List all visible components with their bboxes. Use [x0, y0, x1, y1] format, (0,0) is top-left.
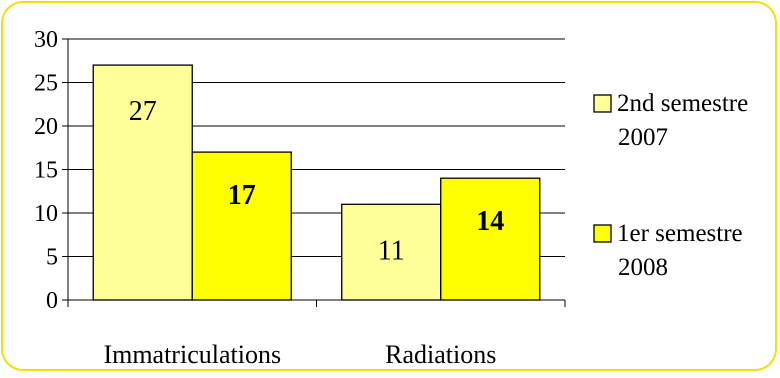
legend: 2nd semestre 2007 1er semestre 2008 — [593, 90, 748, 281]
legend-label: 1er semestre — [617, 220, 743, 247]
y-tick-label: 10 — [34, 201, 58, 227]
data-label: 27 — [129, 96, 157, 127]
data-label: 17 — [228, 180, 256, 211]
data-label: 14 — [476, 206, 504, 237]
bars — [92, 64, 541, 301]
bar — [191, 151, 292, 301]
y-tick-label: 20 — [34, 114, 58, 140]
y-tick-label: 5 — [46, 245, 58, 271]
labels: 0 5 10 15 20 25 30 27 17 Immatriculations 11 14 Radi… — [34, 27, 504, 369]
y-tick-label: 0 — [46, 288, 58, 314]
legend-swatch — [593, 94, 612, 113]
x-category-label: Radiations — [385, 340, 496, 369]
bar — [440, 177, 541, 301]
legend-label: 2nd semestre — [617, 90, 748, 117]
chart-frame: 0 5 10 15 20 25 30 27 17 Immatriculations 11 14 Radi… — [1, 1, 777, 371]
data-label: 11 — [378, 235, 405, 266]
y-tick-label: 25 — [34, 71, 58, 97]
legend-swatch — [593, 224, 612, 243]
legend-label: 2008 — [618, 254, 668, 281]
legend-label: 2007 — [618, 124, 668, 151]
y-tick-label: 15 — [34, 158, 58, 184]
x-category-label: Immatriculations — [103, 340, 281, 369]
y-tick-label: 30 — [34, 27, 58, 53]
axes — [62, 38, 566, 307]
bar-chart: 0 5 10 15 20 25 30 27 17 Immatriculations 11 14 Radi… — [34, 27, 748, 369]
